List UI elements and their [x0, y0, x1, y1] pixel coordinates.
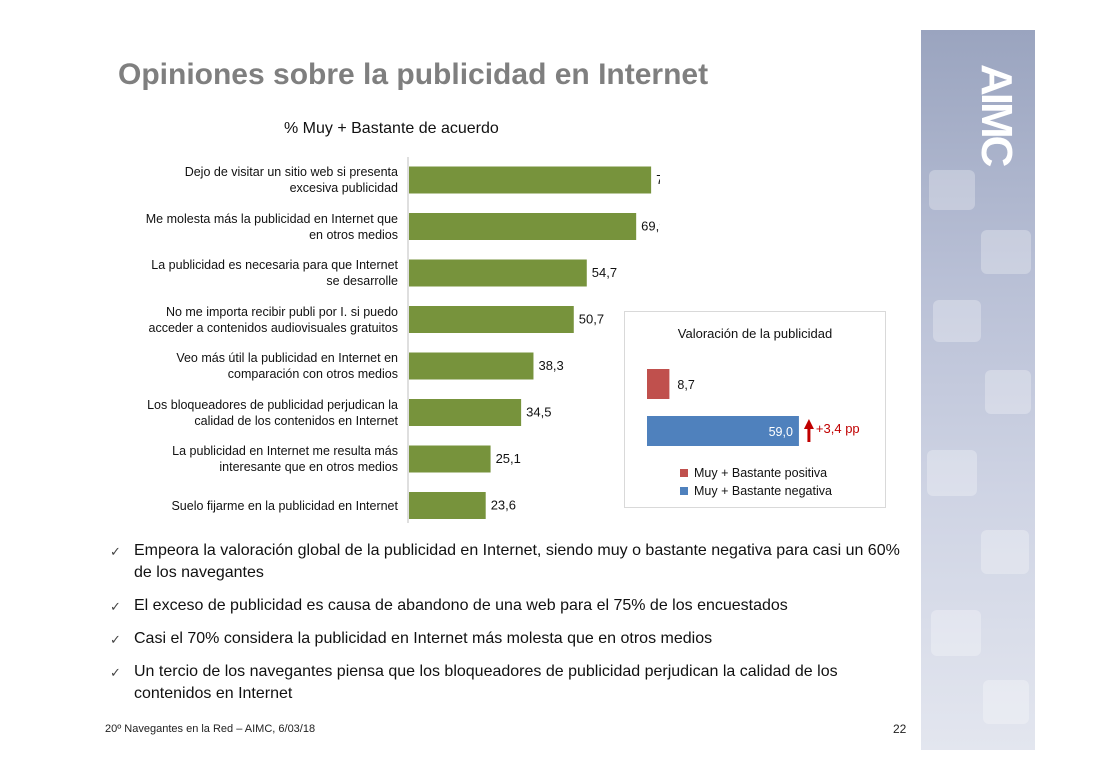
legend-label-negative: Muy + Bastante negativa — [694, 484, 832, 498]
category-label-line: No me importa recibir publi por I. si pu… — [165, 304, 398, 319]
bar-4 — [409, 352, 534, 380]
category-label-line: La publicidad es necesaria para que Inte… — [151, 258, 398, 272]
logo-text: AIMC — [972, 64, 1021, 167]
side-tile — [929, 170, 975, 210]
bar-3 — [409, 306, 574, 333]
category-label-line: se desarrolle — [326, 274, 398, 288]
category-label-line: Los bloqueadores de publicidad perjudica… — [147, 397, 398, 412]
legend-swatch-negative — [680, 487, 688, 495]
bar-6 — [409, 445, 491, 473]
category-label-7: Suelo fijarme en la publicidad en Intern… — [108, 498, 398, 514]
category-label-line: acceder a contenidos audiovisuales gratu… — [148, 320, 398, 335]
checkmark-icon: ✓ — [110, 599, 121, 614]
category-label-line: interesante que en otros medios — [219, 460, 398, 474]
slide-title: Opiniones sobre la publicidad en Interne… — [118, 58, 709, 91]
category-label-1: Me molesta más la publicidad en Internet… — [108, 211, 398, 243]
bullet-text: Un tercio de los navegantes piensa que l… — [134, 663, 838, 702]
side-tile — [983, 680, 1029, 724]
agreement-bar-chart: 74,569,954,750,738,334,525,123,6+2,1 pp — [407, 157, 660, 523]
legend-label-positive: Muy + Bastante positiva — [694, 466, 828, 480]
bullet-item: ✓ Empeora la valoración global de la pub… — [110, 540, 900, 584]
value-label-4: 38,3 — [538, 358, 563, 373]
legend-entry-negative: Muy + Bastante negativa — [680, 482, 832, 500]
category-label-line: en otros medios — [309, 227, 398, 242]
bullet-item: ✓ El exceso de publicidad es causa de ab… — [110, 595, 900, 617]
inset-value-label-0: 8,7 — [677, 378, 694, 392]
category-label-4: Veo más útil la publicidad en Internet e… — [108, 350, 398, 382]
value-label-6: 25,1 — [496, 451, 521, 466]
category-label-line: Me molesta más la publicidad en Internet… — [145, 211, 398, 226]
category-label-3: No me importa recibir publi por I. si pu… — [108, 304, 398, 336]
bar-7 — [409, 492, 486, 519]
bullet-item: ✓ Casi el 70% considera la publicidad en… — [110, 628, 900, 650]
side-tile — [933, 300, 981, 342]
inset-title: Valoración de la publicidad — [677, 326, 833, 341]
inset-bar-1 — [647, 416, 799, 446]
key-findings-list: ✓ Empeora la valoración global de la pub… — [110, 540, 900, 716]
checkmark-icon: ✓ — [110, 544, 121, 559]
side-tile — [931, 610, 981, 656]
value-label-1: 69,9 — [641, 219, 660, 234]
valoracion-bars: 8,7 59,0 +3,4 pp — [647, 369, 860, 446]
category-label-line: calidad de los contenidos en Internet — [194, 413, 398, 428]
checkmark-icon: ✓ — [110, 665, 121, 680]
category-label-line: Veo más útil la publicidad en Internet e… — [176, 351, 398, 365]
side-tile — [927, 450, 977, 496]
slide-footer: 20º Navegantes en la Red – AIMC, 6/03/18 — [105, 723, 316, 735]
bullet-text: Empeora la valoración global de la publi… — [134, 542, 900, 581]
inset-value-label-1: 59,0 — [769, 425, 793, 439]
bar-2 — [409, 259, 587, 287]
category-label-line: excesiva publicidad — [289, 181, 398, 195]
bullet-text: El exceso de publicidad es causa de aban… — [134, 597, 788, 614]
inset-change-annotation-0: +3,4 pp — [816, 421, 860, 436]
side-tile — [985, 370, 1031, 414]
legend-swatch-positive — [680, 469, 688, 477]
up-arrow-icon — [803, 419, 814, 442]
category-label-line: La publicidad en Internet me resulta más — [172, 444, 398, 458]
category-label-0: Dejo de visitar un sitio web si presenta… — [108, 164, 398, 196]
value-label-2: 54,7 — [592, 265, 617, 280]
inset-legend: Muy + Bastante positiva Muy + Bastante n… — [680, 464, 832, 500]
value-label-3: 50,7 — [579, 312, 604, 327]
bullet-text: Casi el 70% considera la publicidad en I… — [134, 630, 713, 647]
inset-bar-0 — [647, 369, 670, 399]
category-label-line: Dejo de visitar un sitio web si presenta — [184, 165, 398, 179]
chart-title: % Muy + Bastante de acuerdo — [284, 120, 499, 137]
valoracion-inset-chart: 8,7 59,0 +3,4 pp Valoración de la publicid… — [624, 311, 886, 508]
bullet-item: ✓ Un tercio de los navegantes piensa que… — [110, 661, 900, 705]
category-label-line: comparación con otros medios — [227, 367, 398, 381]
side-tile — [981, 530, 1029, 574]
value-label-7: 23,6 — [491, 498, 516, 513]
decorative-side-panel — [921, 30, 1035, 750]
value-label-0: 74,5 — [656, 172, 660, 187]
checkmark-icon: ✓ — [110, 632, 121, 647]
bar-5 — [409, 399, 522, 426]
bar-0 — [409, 166, 652, 194]
value-label-5: 34,5 — [526, 405, 551, 420]
category-label-line: Suelo fijarme en la publicidad en Intern… — [171, 498, 398, 513]
aimc-logo: AIMC — [972, 64, 1021, 167]
legend-entry-positive: Muy + Bastante positiva — [680, 464, 832, 482]
bar-1 — [409, 213, 637, 240]
category-label-6: La publicidad en Internet me resulta más… — [108, 443, 398, 475]
category-label-2: La publicidad es necesaria para que Inte… — [108, 257, 398, 289]
page-number: 22 — [893, 722, 907, 736]
category-label-5: Los bloqueadores de publicidad perjudica… — [108, 397, 398, 429]
side-tile — [981, 230, 1031, 274]
